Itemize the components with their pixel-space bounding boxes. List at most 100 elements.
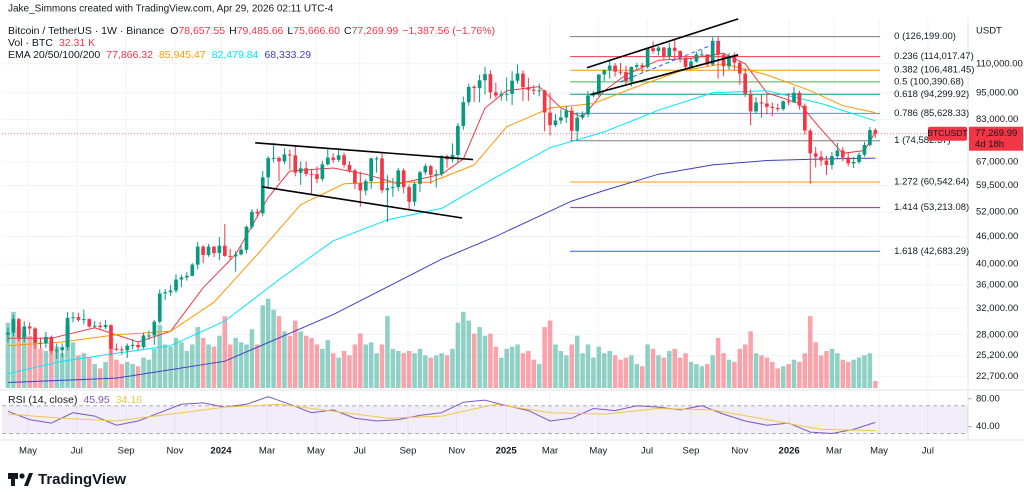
candle-body bbox=[765, 103, 769, 107]
candle-body bbox=[689, 61, 693, 67]
candle-body bbox=[613, 65, 617, 72]
rsi-band bbox=[2, 405, 968, 434]
candle-body bbox=[119, 349, 124, 351]
volume-bar bbox=[336, 357, 341, 388]
candle-body bbox=[358, 183, 363, 191]
volume-bar bbox=[108, 337, 114, 388]
candle-body bbox=[868, 130, 872, 145]
candle-body bbox=[92, 325, 97, 327]
volume-bar bbox=[488, 333, 493, 388]
volume-bar bbox=[753, 353, 759, 388]
volume-bar bbox=[211, 346, 217, 388]
candle-body bbox=[553, 120, 558, 126]
candle-body bbox=[141, 335, 146, 348]
fib-label: 1 (74,582.37) bbox=[894, 135, 951, 146]
volume-bar bbox=[856, 357, 862, 388]
x-tick-label: May bbox=[307, 446, 325, 457]
candle-body bbox=[586, 95, 590, 115]
volume-bar bbox=[498, 357, 504, 388]
volume-bar bbox=[65, 324, 70, 388]
x-tick-label: Jul bbox=[71, 446, 83, 457]
volume-bar bbox=[450, 348, 455, 388]
candle-body bbox=[662, 47, 666, 57]
candle-body bbox=[363, 181, 368, 191]
candle-body bbox=[179, 277, 184, 280]
candle-body bbox=[710, 40, 715, 65]
volume-bar bbox=[704, 364, 710, 388]
candle-body bbox=[125, 345, 130, 351]
candle-body bbox=[38, 342, 43, 344]
volume-bar bbox=[379, 344, 385, 388]
candle-body bbox=[277, 157, 281, 162]
volume-bar bbox=[86, 357, 92, 388]
candle-body bbox=[412, 183, 417, 202]
candle-body bbox=[11, 319, 16, 333]
volume-bar bbox=[368, 342, 374, 388]
volume-bar bbox=[851, 359, 856, 388]
candle-body bbox=[109, 325, 113, 349]
candle-body bbox=[461, 102, 466, 126]
candle-body bbox=[857, 154, 861, 162]
price-tag-box bbox=[969, 126, 1023, 151]
x-tick-label: Mar bbox=[542, 446, 558, 457]
trendline bbox=[586, 18, 739, 69]
legend-ema: EMA 20/50/100/200 77,866.32 85,945.47 82,47… bbox=[8, 49, 311, 61]
trendline bbox=[255, 142, 474, 161]
x-tick-label: Nov bbox=[731, 446, 748, 457]
volume-bar bbox=[157, 324, 163, 388]
fib-label: 0.382 (106,481.45) bbox=[894, 65, 974, 76]
candle-body bbox=[22, 326, 27, 338]
volume-bar bbox=[38, 348, 43, 388]
volume-bar bbox=[672, 348, 678, 388]
price-tag: 77,269.99 bbox=[975, 128, 1017, 139]
candle-body bbox=[634, 65, 639, 67]
footer-brand: TradingView bbox=[38, 471, 126, 488]
x-tick-label: Jul bbox=[641, 446, 653, 457]
volume-bar bbox=[271, 309, 276, 388]
candle-body bbox=[396, 170, 401, 188]
candle-body bbox=[672, 47, 677, 51]
y-tick-label: 28,000.00 bbox=[976, 329, 1018, 340]
candle-body bbox=[542, 90, 547, 113]
candle-body bbox=[477, 80, 482, 89]
volume-bar bbox=[677, 357, 683, 388]
candle-body bbox=[846, 157, 851, 164]
candle-body bbox=[450, 154, 455, 160]
candle-body bbox=[54, 350, 59, 352]
candle-body bbox=[391, 187, 395, 189]
volume-bar bbox=[103, 361, 108, 388]
rsi-line bbox=[7, 403, 876, 432]
volume-bar bbox=[92, 364, 97, 388]
fib-label: 1.272 (60,542.64) bbox=[894, 177, 969, 188]
volume-bar bbox=[623, 357, 629, 388]
ema-line bbox=[7, 157, 876, 383]
legend-symbol: Bitcoin / TetherUS · 1W · Binance bbox=[8, 25, 164, 37]
volume-bar bbox=[737, 348, 743, 388]
fib-label: 0.618 (94,299.92) bbox=[894, 89, 969, 100]
candle-body bbox=[185, 275, 189, 278]
y-tick-label: 59,500.00 bbox=[976, 180, 1018, 191]
candle-body bbox=[775, 107, 780, 110]
candle-body bbox=[320, 164, 325, 179]
volume-bar bbox=[818, 355, 824, 388]
volume-bar bbox=[341, 351, 347, 388]
volume-bar bbox=[124, 361, 130, 388]
candle-body bbox=[488, 74, 493, 93]
x-tick-label: Nov bbox=[166, 446, 183, 457]
fib-label: 0.786 (85,628.33) bbox=[894, 108, 969, 119]
candle-body bbox=[152, 321, 157, 336]
volume-bar bbox=[564, 355, 569, 388]
volume-bar bbox=[591, 357, 596, 388]
volume-bar bbox=[238, 342, 244, 388]
candle-body bbox=[824, 160, 829, 165]
candle-body bbox=[201, 246, 205, 255]
candle-body bbox=[580, 114, 585, 118]
rsi-value: 45.95 bbox=[83, 394, 109, 406]
x-tick-label: Mar bbox=[826, 446, 842, 457]
candle-body bbox=[797, 92, 802, 106]
volume-bar bbox=[21, 333, 27, 388]
y-tick-label: 46,000.00 bbox=[976, 231, 1018, 242]
volume-bar bbox=[292, 320, 298, 388]
candle-body bbox=[754, 102, 758, 112]
volume-bar bbox=[412, 353, 417, 388]
